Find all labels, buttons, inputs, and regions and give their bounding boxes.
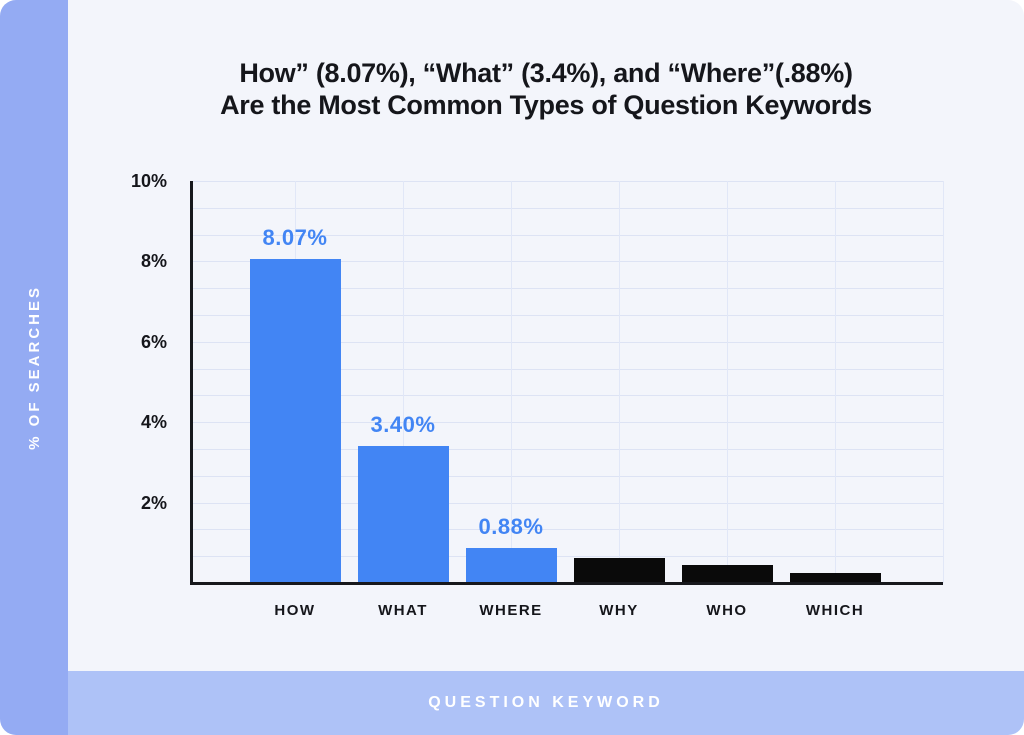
gridline-vertical <box>943 181 944 583</box>
y-axis-line <box>190 181 193 585</box>
gridline-horizontal <box>191 315 943 316</box>
x-tick-label-how: HOW <box>274 602 316 619</box>
x-tick-label-where: WHERE <box>479 602 543 619</box>
bar-where <box>465 547 557 583</box>
value-label-what: 3.40% <box>370 412 436 438</box>
y-axis-title-bar: % OF SEARCHES <box>0 0 68 735</box>
gridline-horizontal <box>191 395 943 397</box>
bar-how <box>249 258 341 583</box>
y-tick-label-4: 4% <box>140 412 167 433</box>
x-tick-label-who: WHO <box>706 602 748 619</box>
x-axis-title: QUESTION KEYWORD <box>428 694 664 711</box>
value-label-how: 8.07% <box>262 224 328 250</box>
gridline-horizontal <box>191 475 943 477</box>
y-axis-title: % OF SEARCHES <box>25 285 43 450</box>
gridline-horizontal <box>191 368 943 370</box>
gridline-vertical <box>835 181 836 583</box>
gridline-horizontal <box>191 529 943 531</box>
x-axis-title-bar: QUESTION KEYWORD <box>68 671 1024 735</box>
plot-area: 10% 8% 6% 4% 2% 8.07% HOW 3.40% WHAT 0.88% WHERE WH… <box>131 171 944 619</box>
x-tick-label-what: WHAT <box>378 602 428 619</box>
x-tick-label-why: WHY <box>599 602 639 619</box>
gridline-horizontal <box>191 502 943 504</box>
x-tick-label-which: WHICH <box>805 602 865 619</box>
gridline-horizontal <box>191 261 943 263</box>
bar-which <box>789 572 881 583</box>
gridline-vertical <box>403 181 404 583</box>
y-tick-label-10: 10% <box>130 171 167 191</box>
chart-title-line-2: Are the Most Common Types of Question Ke… <box>220 90 872 120</box>
value-label-where: 0.88% <box>478 513 544 539</box>
gridline-horizontal <box>191 449 943 450</box>
gridline-horizontal <box>191 556 943 558</box>
y-tick-label-2: 2% <box>140 492 167 513</box>
x-axis-line <box>190 582 943 585</box>
gridline-vertical <box>619 181 620 583</box>
gridline-horizontal <box>191 341 943 343</box>
y-tick-label-6: 6% <box>140 331 167 352</box>
bar-why <box>573 557 665 583</box>
bar-who <box>681 564 773 583</box>
y-tick-label-8: 8% <box>140 251 167 272</box>
gridline-vertical <box>511 181 512 583</box>
gridline-vertical <box>727 181 728 583</box>
gridline-horizontal <box>191 207 943 209</box>
gridline-horizontal <box>191 422 943 424</box>
chart-title: How” (8.07%), “What” (3.4%), and “Where”… <box>68 57 1024 121</box>
bar-what <box>357 446 449 583</box>
gridline-horizontal <box>191 234 943 236</box>
gridline-horizontal <box>191 288 943 290</box>
gridline-horizontal <box>191 181 943 182</box>
chart-title-line-1: How” (8.07%), “What” (3.4%), and “Where”… <box>239 58 853 88</box>
